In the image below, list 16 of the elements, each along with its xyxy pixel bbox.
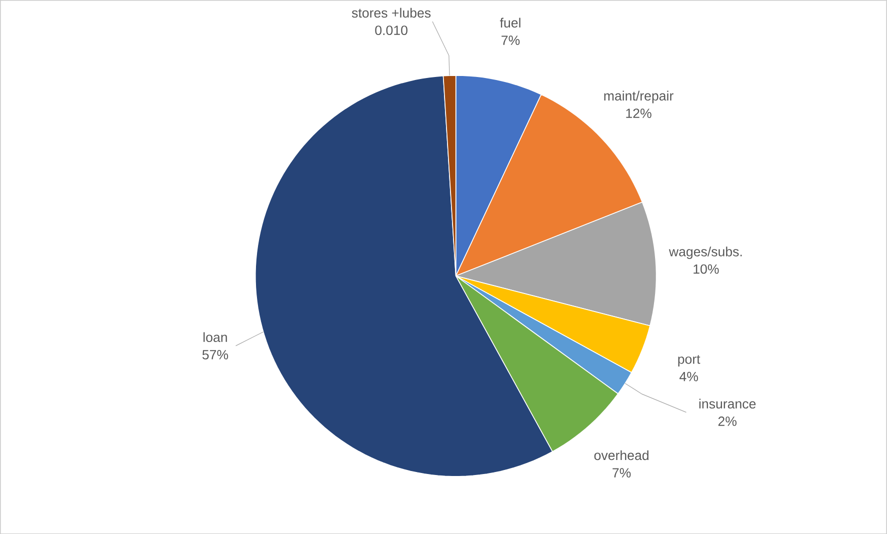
data-label: 2% bbox=[718, 416, 737, 426]
slice-label: insurance bbox=[699, 398, 756, 408]
slice-label: wages/subs. bbox=[668, 246, 742, 259]
slice-label: stores +lubes bbox=[352, 8, 431, 18]
data-label: 7% bbox=[612, 468, 631, 478]
data-label: 7% bbox=[502, 35, 520, 45]
slice-label: fuel bbox=[500, 18, 520, 28]
data-label: 4% bbox=[680, 372, 698, 382]
slice-label: port bbox=[678, 354, 700, 366]
slice-label: maint/repair bbox=[604, 90, 674, 104]
data-label: 57% bbox=[202, 350, 228, 360]
data-label: 12% bbox=[626, 108, 652, 118]
slice-label: loan bbox=[204, 332, 227, 342]
data-label: 10% bbox=[694, 264, 719, 274]
slice-label: overhead bbox=[594, 450, 648, 460]
data-label: 0.010 bbox=[375, 25, 408, 35]
